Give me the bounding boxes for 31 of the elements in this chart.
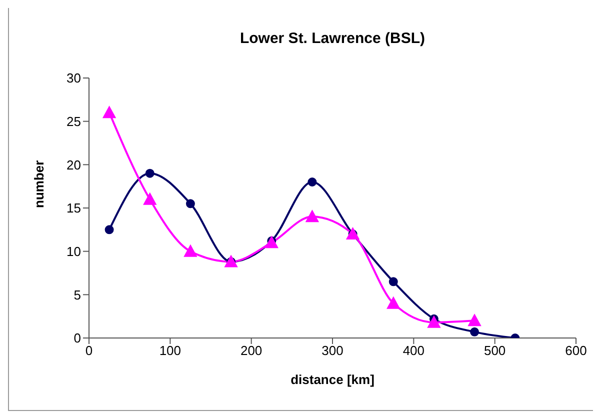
point [470,327,480,336]
y-tick-label: 25 [66,114,81,129]
point [468,314,482,326]
x-tick-label: 400 [402,343,425,358]
x-tick-label: 600 [565,343,587,358]
y-tick-label: 30 [66,70,81,86]
point [388,277,398,286]
y-tick-label: 20 [66,157,81,172]
x-tick-label: 300 [322,343,344,358]
x-tick-label: 0 [85,343,93,358]
point [143,192,156,205]
x-tick-label: 500 [484,343,506,358]
x-tick-label: 100 [159,343,182,358]
point [186,199,195,208]
y-tick-label: 0 [74,330,81,346]
point [427,316,440,328]
y-tick-label: 10 [66,244,81,259]
point [102,106,116,118]
point [184,244,197,257]
y-axis-title: number [32,160,47,208]
chart-title: Lower St. Lawrence (BSL) [238,30,426,47]
x-axis-title: distance [km] [290,372,374,387]
point [308,178,317,186]
point [104,225,114,234]
y-tick-label: 15 [66,200,81,216]
point [306,210,319,222]
point [386,296,400,309]
point [265,236,278,248]
y-tick-label: 5 [74,287,81,302]
x-tick-label: 200 [240,343,262,358]
point [145,168,154,178]
